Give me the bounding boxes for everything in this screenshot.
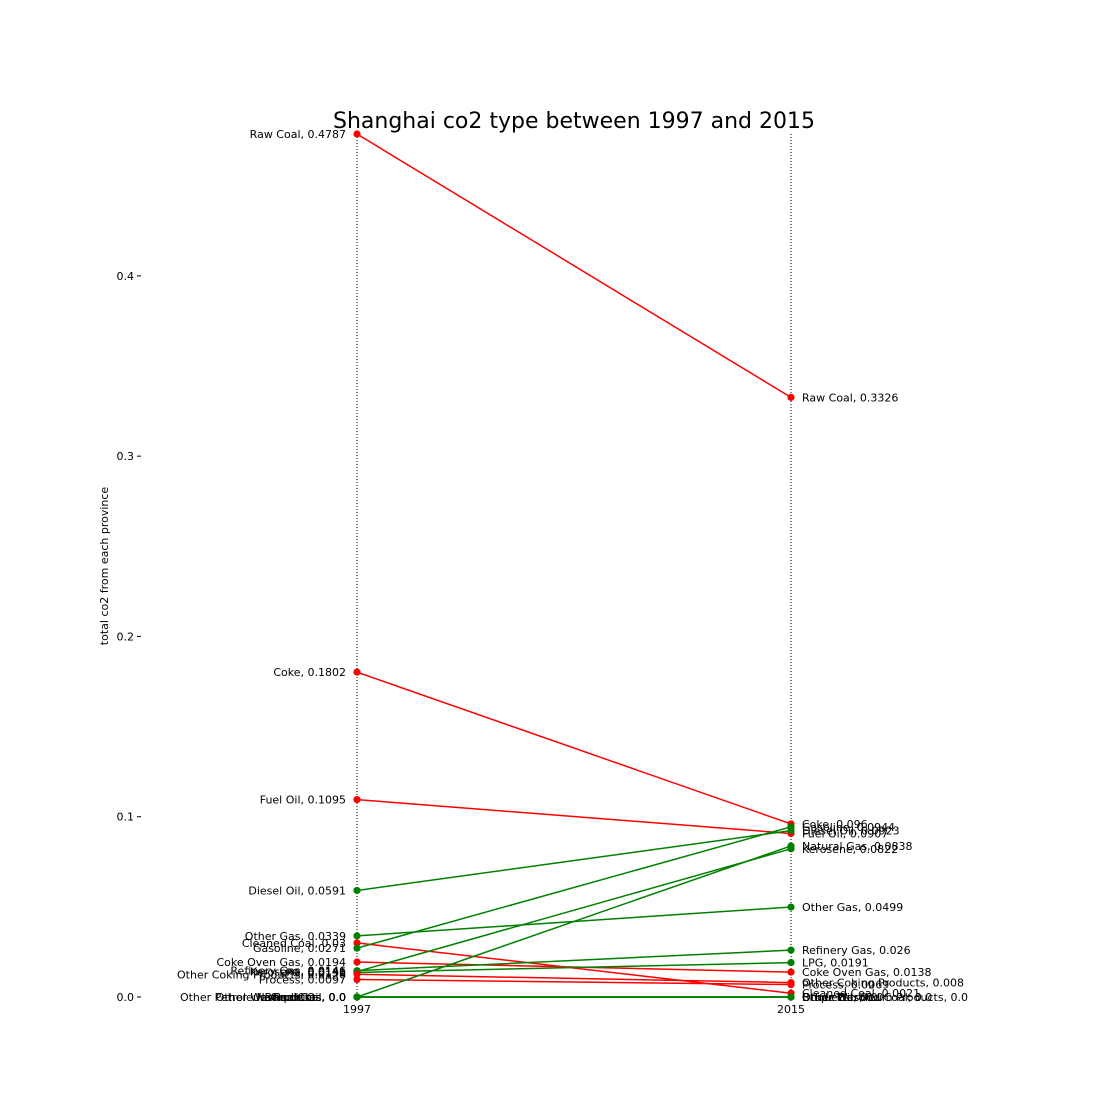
data-point [787,993,795,1001]
data-label: Other Coking Products, 0.0126 [177,968,346,981]
data-point [787,842,795,850]
data-label: Gasoline, 0.0271 [253,942,346,955]
data-label: LPG, 0.0136 [279,966,346,979]
data-label: Gasoline, 0.0944 [802,821,895,834]
data-label: Kerosene, 0.0141 [250,966,346,979]
data-point [353,886,361,895]
y-tick-label: 0.2 [117,630,135,643]
series-line [356,133,792,399]
y-axis-label: total co2 from each province [98,487,111,646]
data-label: Refinery Gas, 0.026 [802,944,911,957]
data-label: Other Gas, 0.0339 [245,930,346,943]
data-label: Other Coking Products, 0.008 [802,977,964,990]
data-point [787,903,795,911]
data-label: Raw Coal, 0.4787 [250,128,346,141]
series-line [356,671,792,825]
data-point [353,939,361,947]
series-line [356,949,792,972]
data-point [353,958,361,966]
data-label: Briquettes, 0.0 [265,991,346,1004]
data-label: LPG, 0.0191 [802,957,869,970]
data-point [353,795,361,804]
data-label: Coke, 0.096 [802,818,868,831]
data-point [353,944,361,952]
y-tick-label: 0.3 [117,450,135,463]
series-lines [356,133,792,998]
data-label: Briquettes, 0.0 [802,991,883,1004]
data-label: Other Washed Coal, 0.0 [802,991,932,1004]
data-labels: Raw Coal, 0.4787 Raw Coal, 0.3326 Coke, 0.… [177,128,968,1004]
data-label: Crude Oil, 0.0 [802,991,878,1004]
data-label: Coke Oven Gas, 0.0194 [216,956,346,969]
data-point [787,980,795,989]
data-label: Other Petroleum Products, 0.0 [180,991,346,1004]
series-line [356,973,792,984]
data-label: Natural Gas, 0.0 [256,991,346,1004]
data-label: Diesel Oil, 0.0591 [248,884,346,897]
data-label: Coke, 0.1802 [273,666,346,679]
data-point [353,970,361,978]
x-tick-label: 1997 [343,1003,371,1016]
data-label: Raw Coal, 0.3326 [802,391,898,404]
axis-layer: 1997 2015 0.0 0.1 0.2 0.3 0.4 [117,134,805,1016]
chart-title: Shanghai co2 type between 1997 and 2015 [333,109,815,134]
data-points [353,130,795,1001]
series-line [356,961,792,974]
data-label: Cleaned Coal, 0.03 [242,937,346,950]
data-label: Cleaned Coal, 0.0021 [802,987,920,1000]
data-point [787,958,795,967]
data-label: Process, 0.0069 [802,979,889,992]
data-label: Other Washed Coal, 0.0 [216,991,346,1004]
series-line [356,826,792,949]
series-line [356,798,792,835]
series-line [356,978,792,986]
data-point [353,975,361,984]
series-line [356,848,792,973]
data-label: Other Petroleum Products, 0.0 [802,991,968,1004]
data-point [787,946,795,954]
data-point [787,968,795,976]
data-label: Natural Gas, 0.0838 [802,840,913,853]
data-point [353,993,361,1001]
y-tick-label: 0.1 [117,811,135,824]
data-label: Diesel Oil, 0.0923 [802,825,900,838]
data-point [353,668,361,676]
data-label: Fuel Oil, 0.1095 [260,794,346,807]
data-label: Process, 0.0097 [259,974,346,987]
data-point [787,393,795,401]
data-point [787,823,795,831]
data-label: Crude Oil, 0.0 [270,991,346,1004]
data-label: Coke Oven Gas, 0.0138 [802,966,932,979]
y-tick-label: 0.0 [117,991,135,1004]
y-tick-label: 0.4 [117,270,135,283]
data-label: Refinery Gas, 0.0146 [230,965,346,978]
series-line [356,845,792,998]
x-tick-label: 2015 [777,1003,805,1016]
data-label: Fuel Oil, 0.0907 [802,827,888,840]
data-point [353,932,361,940]
data-label: Kerosene, 0.0822 [802,843,898,856]
data-label: Other Gas, 0.0499 [802,901,903,914]
series-line [356,829,792,892]
data-point [353,130,361,138]
